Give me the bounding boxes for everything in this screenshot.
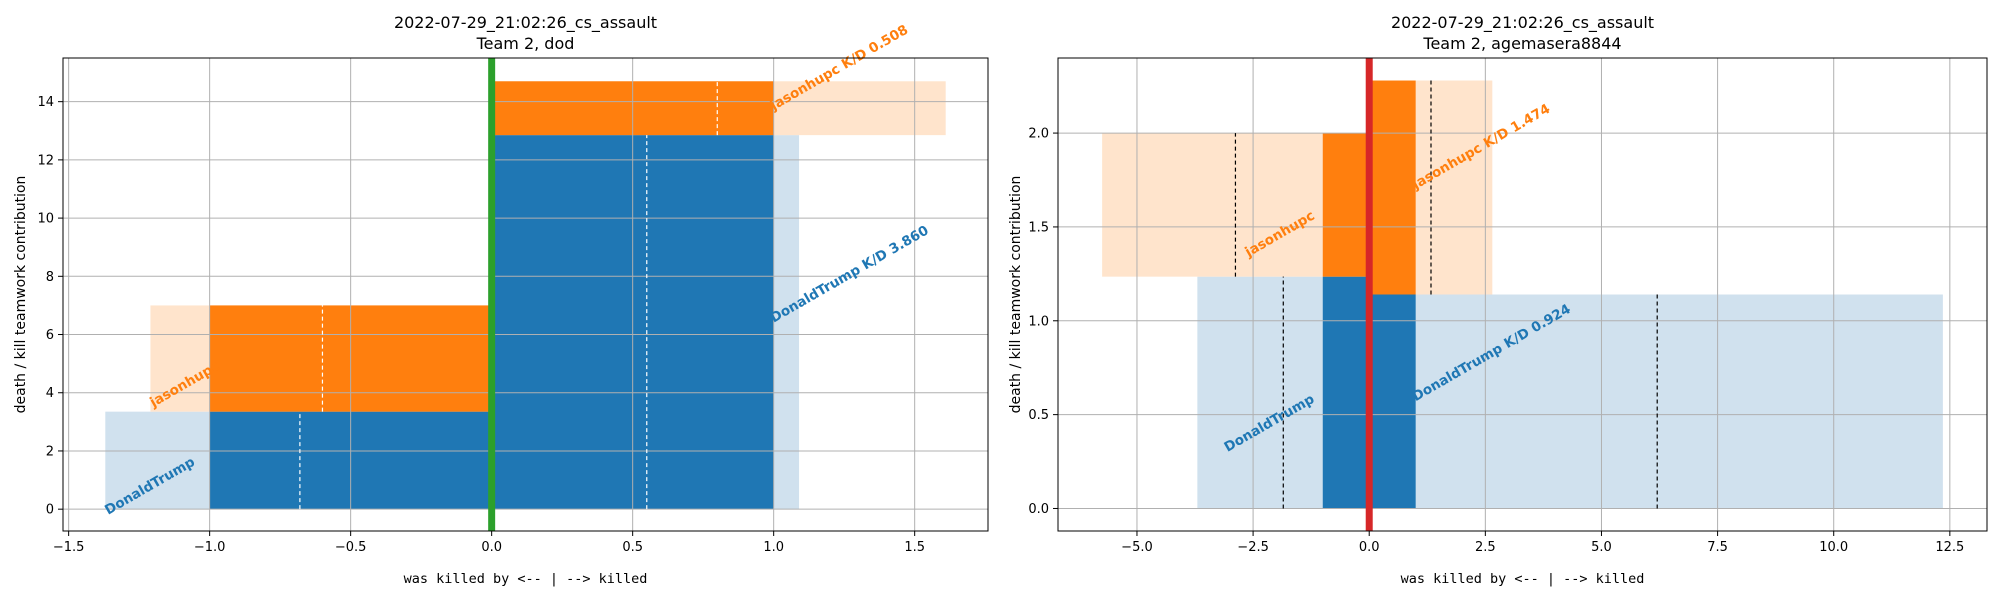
x-tick-label: 2.5 (1475, 540, 1496, 555)
bar-jasonhupc-1 (1322, 133, 1370, 277)
chart-title: 2022-07-29_21:02:26_cs_assault (1391, 13, 1654, 33)
y-tick-label: 14 (37, 95, 54, 110)
chart-title: 2022-07-29_21:02:26_cs_assault (394, 13, 657, 33)
chart-subtitle: Team 2, agemasera8844 (1422, 34, 1621, 53)
y-tick-label: 4 (46, 386, 54, 401)
bar-DonaldTrump-2 (1369, 294, 1416, 509)
x-tick-label: 7.5 (1707, 540, 1728, 555)
y-tick-label: 0.5 (1028, 408, 1049, 423)
x-tick-label: −5.0 (1121, 540, 1153, 555)
x-tick-label: −1.0 (194, 540, 226, 555)
y-tick-label: 1.0 (1028, 314, 1049, 329)
x-tick-label: 1.0 (763, 540, 784, 555)
y-tick-label: 1.5 (1028, 220, 1049, 235)
x-tick-label: 10.0 (1819, 540, 1848, 555)
y-tick-label: 0.0 (1028, 502, 1049, 517)
chart-subtitle: Team 2, dod (476, 34, 575, 53)
y-axis-label: death / kill teamwork contribution (1008, 176, 1024, 414)
x-tick-label: 1.5 (904, 540, 925, 555)
x-axis-label: was killed by <-- | --> killed (1401, 571, 1645, 587)
x-tick-label: −2.5 (1237, 540, 1269, 555)
bar-jasonhupc-2 (1369, 80, 1416, 295)
x-tick-label: 12.5 (1935, 540, 1964, 555)
y-tick-label: 10 (37, 212, 54, 227)
x-tick-label: −0.5 (335, 540, 367, 555)
y-tick-label: 2 (46, 444, 54, 459)
x-tick-label: 5.0 (1591, 540, 1612, 555)
axes-frame (62, 57, 989, 532)
range-bar-DonaldTrump-2 (1369, 294, 1943, 509)
plot-area (63, 58, 988, 531)
bar-DonaldTrump-1 (1322, 276, 1370, 509)
x-tick-label: 0.0 (481, 540, 502, 555)
y-tick-label: 2.0 (1028, 127, 1049, 142)
y-tick-label: 0 (46, 503, 54, 518)
x-axis-label: was killed by <-- | --> killed (404, 571, 648, 587)
y-tick-label: 8 (46, 270, 54, 285)
y-tick-label: 12 (37, 153, 54, 168)
x-tick-label: 0.0 (1359, 540, 1380, 555)
y-axis-label: death / kill teamwork contribution (13, 176, 29, 414)
x-tick-label: −1.5 (53, 540, 85, 555)
plot-area (1058, 58, 1987, 531)
y-tick-label: 6 (46, 328, 54, 343)
x-tick-label: 0.5 (622, 540, 643, 555)
axes-frame (1057, 57, 1988, 532)
